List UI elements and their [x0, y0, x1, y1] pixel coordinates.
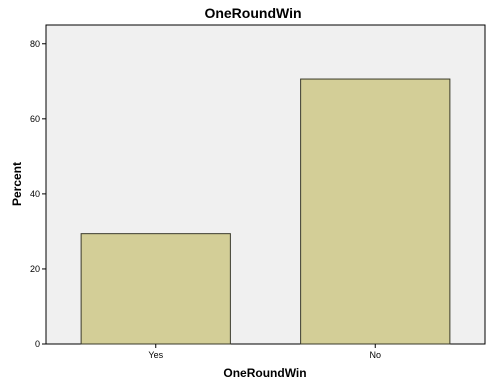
y-tick-label: 0	[35, 339, 40, 349]
bar-no	[300, 78, 451, 345]
x-tick-label-no: No	[369, 350, 381, 360]
y-tick-label: 80	[30, 39, 40, 49]
bar-yes	[80, 233, 231, 345]
y-tick-label: 20	[30, 264, 40, 274]
x-axis-label: OneRoundWin	[223, 366, 306, 380]
chart-title: OneRoundWin	[204, 5, 301, 21]
y-tick-label: 60	[30, 114, 40, 124]
bars	[80, 78, 451, 345]
x-tick-label-yes: Yes	[148, 350, 163, 360]
y-axis-label: Percent	[10, 162, 24, 206]
x-axis-ticks: Yes No	[148, 344, 381, 360]
y-axis-ticks: 0 20 40 60 80	[30, 39, 46, 349]
y-tick-label: 40	[30, 189, 40, 199]
